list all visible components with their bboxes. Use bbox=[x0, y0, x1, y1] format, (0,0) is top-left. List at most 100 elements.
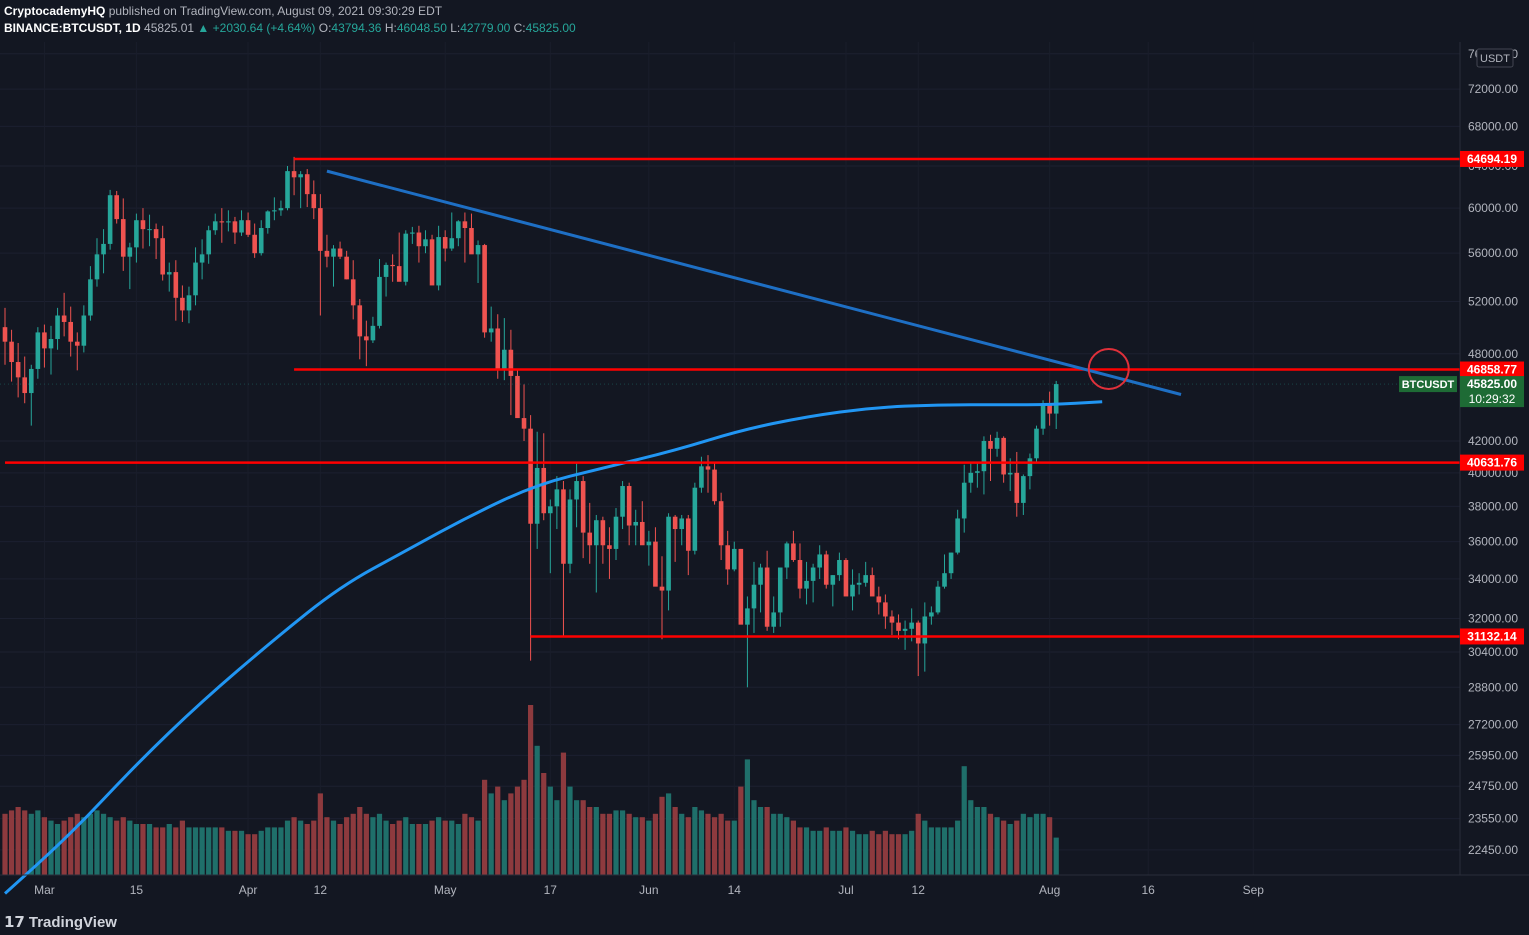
volume-bar bbox=[981, 807, 987, 875]
candle-body bbox=[679, 518, 685, 530]
volume-bar bbox=[738, 786, 744, 875]
candle-body bbox=[685, 518, 691, 551]
volume-bar bbox=[1014, 820, 1020, 875]
candle-body bbox=[1014, 472, 1020, 503]
volume-bar bbox=[718, 813, 724, 875]
candles bbox=[2, 156, 1059, 688]
volume-bar bbox=[593, 807, 599, 875]
currency-label: USDT bbox=[1480, 53, 1510, 65]
volume-bar bbox=[475, 820, 481, 875]
symbol-tag-bg bbox=[1399, 376, 1457, 393]
time-tick-label: 14 bbox=[728, 883, 742, 897]
candle-body bbox=[699, 466, 704, 488]
candle-body bbox=[935, 586, 941, 613]
candle-body bbox=[672, 516, 678, 530]
volume-bar bbox=[206, 827, 212, 875]
volume-bar bbox=[915, 813, 921, 875]
volume-bar bbox=[140, 824, 146, 875]
volume-bar bbox=[298, 820, 304, 875]
volume-bar bbox=[166, 824, 172, 875]
candle-body bbox=[199, 254, 205, 263]
volume-bar bbox=[462, 813, 468, 875]
volume-bar bbox=[455, 824, 461, 875]
bar-countdown-text: 10:29:32 bbox=[1469, 392, 1516, 406]
price-tick-label: 28800.00 bbox=[1468, 680, 1518, 694]
volume-bar bbox=[849, 830, 856, 875]
volume-bar bbox=[422, 824, 429, 875]
candle-body bbox=[9, 341, 14, 363]
price-chart[interactable]: 22450.00 23550.00 24750.00 25950.00 27200.00… bbox=[0, 42, 1529, 905]
candle-body bbox=[396, 266, 402, 282]
volume-bar bbox=[961, 766, 967, 875]
tradingview-logo[interactable]: 𝟭𝟳 TradingView bbox=[4, 913, 121, 931]
candle-body bbox=[68, 321, 73, 342]
symbol-interval[interactable]: BINANCE:BTCUSDT, 1D bbox=[4, 21, 141, 35]
volume-bar bbox=[304, 824, 310, 875]
volume-bar bbox=[817, 830, 823, 875]
volume-bar bbox=[882, 830, 888, 875]
volume-bar bbox=[468, 817, 475, 875]
volume-bar bbox=[219, 827, 225, 875]
candle-body bbox=[731, 548, 737, 570]
volume-bar bbox=[672, 807, 678, 875]
last-price-tag-text: 45825.00 bbox=[1467, 377, 1517, 391]
brand-name: TradingView bbox=[28, 914, 117, 931]
volume-bars bbox=[2, 705, 1059, 875]
volume-bar bbox=[22, 810, 28, 875]
candle-body bbox=[285, 171, 290, 209]
candle-body bbox=[587, 532, 593, 546]
volume-bar bbox=[245, 834, 251, 875]
volume-bar bbox=[514, 786, 521, 875]
volume-bar bbox=[501, 800, 507, 875]
candle-body bbox=[922, 616, 928, 644]
level-label-text: 40631.76 bbox=[1467, 456, 1517, 470]
time-tick-label: Aug bbox=[1039, 883, 1060, 897]
candle-body bbox=[902, 628, 908, 631]
candle-body bbox=[140, 220, 146, 230]
candle-body bbox=[580, 481, 586, 533]
candle-body bbox=[502, 349, 507, 371]
last-price: 45825.01 bbox=[144, 21, 195, 35]
volume-bar bbox=[324, 817, 330, 875]
candle-body bbox=[896, 622, 901, 631]
volume-bar bbox=[895, 834, 902, 875]
candle-body bbox=[613, 516, 619, 549]
volume-bar bbox=[567, 786, 573, 875]
candle-body bbox=[495, 328, 501, 371]
volume-bar bbox=[1027, 817, 1033, 875]
candle-body bbox=[712, 469, 717, 502]
candle-body bbox=[160, 238, 165, 275]
time-tick-label: 16 bbox=[1142, 883, 1156, 897]
volume-bar bbox=[856, 834, 862, 875]
volume-bar bbox=[317, 793, 323, 875]
close-value: 45825.00 bbox=[525, 21, 576, 35]
candle-body bbox=[232, 221, 238, 233]
volume-bar bbox=[928, 827, 934, 875]
candle-body bbox=[134, 220, 139, 248]
volume-bar bbox=[554, 800, 560, 875]
candle-body bbox=[173, 272, 179, 298]
candle-body bbox=[1007, 472, 1013, 475]
volume-bar bbox=[15, 807, 21, 875]
volume-bar bbox=[508, 793, 514, 875]
volume-bar bbox=[278, 827, 284, 875]
time-tick-label: Jun bbox=[639, 883, 658, 897]
candle-body bbox=[639, 521, 645, 546]
high-label: H: bbox=[384, 21, 397, 35]
volume-bar bbox=[225, 830, 231, 875]
candle-body bbox=[442, 237, 448, 249]
candle-body bbox=[883, 602, 888, 617]
level-price-labels: 64694.19 46858.77 40631.76 31132.14 bbox=[1460, 150, 1524, 645]
candle-body bbox=[659, 586, 665, 591]
volume-bar bbox=[534, 745, 540, 875]
price-tick-label: 22450.00 bbox=[1468, 843, 1518, 857]
candle-body bbox=[278, 208, 284, 211]
candle-body bbox=[909, 622, 914, 629]
volume-bar bbox=[528, 705, 534, 875]
candle-body bbox=[804, 580, 809, 589]
candle-body bbox=[758, 567, 763, 585]
volume-bar bbox=[127, 820, 133, 875]
author-name[interactable]: CryptocademyHQ bbox=[4, 4, 106, 18]
level-label-bg bbox=[1460, 361, 1524, 378]
volume-bar bbox=[291, 817, 297, 875]
